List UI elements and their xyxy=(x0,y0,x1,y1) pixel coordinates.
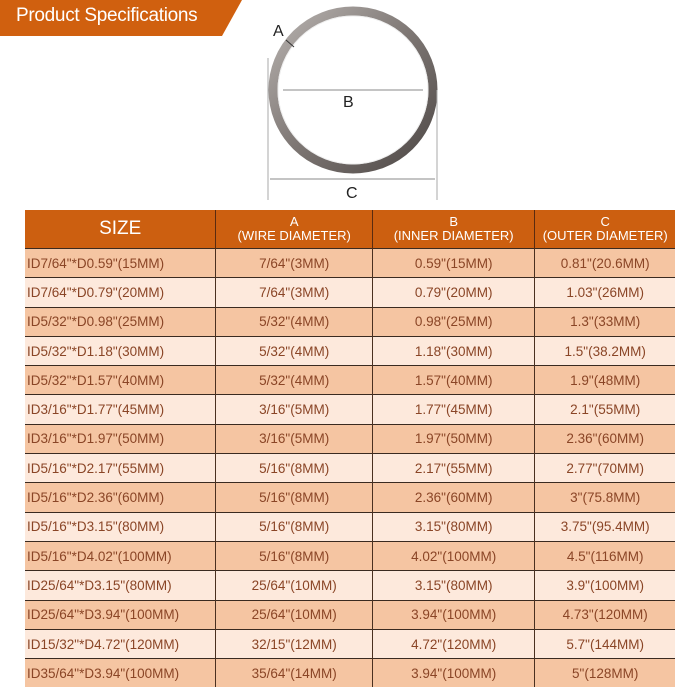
table-cell: ID5/16"*D3.15"(80MM) xyxy=(25,511,216,542)
table-cell: 3.94"(100MM) xyxy=(371,658,535,688)
table-cell: 5/16"(8MM) xyxy=(215,482,373,513)
table-cell: ID5/32"*D1.57"(40MM) xyxy=(25,365,216,395)
table-cell: 1.5"(38.2MM) xyxy=(534,335,675,366)
column-header-subtitle: (INNER DIAMETER) xyxy=(393,228,514,243)
table-cell: ID5/32"*D0.98"(25MM) xyxy=(25,306,216,337)
column-header: B (INNER DIAMETER) xyxy=(371,210,535,249)
table-cell: 32/15"(12MM) xyxy=(215,628,373,659)
table-cell: ID35/64"*D3.94"(100MM) xyxy=(25,658,216,688)
table-cell: ID5/32"*D1.18"(30MM) xyxy=(25,335,216,366)
label-c: C xyxy=(346,185,358,202)
table-cell: 3.75"(95.4MM) xyxy=(534,511,675,542)
table-cell: ID5/16"*D4.02"(100MM) xyxy=(25,540,216,571)
column-header-title: B xyxy=(449,214,458,229)
title-banner: Product Specifications xyxy=(0,0,242,36)
table-row: ID25/64"*D3.15"(80MM) 25/64"(10MM) 3.15"(8… xyxy=(25,570,675,601)
table-cell: 2.77"(70MM) xyxy=(534,453,675,483)
table-row: ID5/16"*D2.17"(55MM) 5/16"(8MM) 2.17"(55MM… xyxy=(25,453,675,483)
table-cell: 5.7"(144MM) xyxy=(534,628,675,659)
table-cell: 4.73"(120MM) xyxy=(534,599,675,630)
column-header-title: A xyxy=(289,214,299,229)
table-row: ID5/32"*D1.18"(30MM) 5/32"(4MM) 1.18"(30MM… xyxy=(25,335,675,366)
table-cell: 7/64"(3MM) xyxy=(215,247,373,278)
table-row: ID5/16"*D4.02"(100MM) 5/16"(8MM) 4.02"(100… xyxy=(25,540,675,571)
ring-diagram: A B C xyxy=(267,6,438,202)
table-cell: 25/64"(10MM) xyxy=(215,570,373,601)
table-cell: 5/16"(8MM) xyxy=(215,540,373,571)
table-cell: ID3/16"*D1.77"(45MM) xyxy=(25,394,216,425)
table-cell: 0.98"(25MM) xyxy=(371,306,535,337)
table-cell: 2.1"(55MM) xyxy=(534,394,675,425)
label-b: B xyxy=(343,94,354,111)
table-cell: 5/16"(8MM) xyxy=(215,511,373,542)
spec-table: SIZE A (WIRE DIAMETER) B (INNER DIAMETER) C (O… xyxy=(25,210,675,688)
table-cell: 3.15"(80MM) xyxy=(371,511,535,542)
table-row: ID3/16"*D1.77"(45MM) 3/16"(5MM) 1.77"(45MM… xyxy=(25,394,675,425)
ring-image xyxy=(268,6,438,174)
table-cell: ID15/32"*D4.72"(120MM) xyxy=(25,628,216,659)
table-cell: ID25/64"*D3.15"(80MM) xyxy=(25,570,216,601)
column-header: C (OUTER DIAMETER) xyxy=(534,210,675,249)
table-cell: 2.17"(55MM) xyxy=(371,453,535,483)
table-cell: 5/32"(4MM) xyxy=(215,335,373,366)
table-row: ID15/32"*D4.72"(120MM) 32/15"(12MM) 4.72"(… xyxy=(25,628,675,659)
table-row: ID7/64"*D0.79"(20MM) 7/64"(3MM) 0.79"(20MM… xyxy=(25,277,675,308)
column-header-title: C xyxy=(600,214,610,229)
table-cell: 25/64"(10MM) xyxy=(215,599,373,630)
table-cell: 2.36"(60MM) xyxy=(371,482,535,513)
table-cell: 1.03"(26MM) xyxy=(534,277,675,308)
table-cell: ID25/64"*D3.94"(100MM) xyxy=(25,599,216,630)
table-cell: 5/32"(4MM) xyxy=(215,365,373,395)
table-cell: 1.77"(45MM) xyxy=(371,394,535,425)
table-cell: 0.81"(20.6MM) xyxy=(534,247,675,278)
label-a: A xyxy=(273,23,284,40)
table-cell: 1.57"(40MM) xyxy=(371,365,535,395)
table-row: ID5/32"*D0.98"(25MM) 5/32"(4MM) 0.98"(25MM… xyxy=(25,306,675,337)
table-cell: 3/16"(5MM) xyxy=(215,423,373,454)
table-cell: 3.94"(100MM) xyxy=(371,599,535,630)
table-cell: 5"(128MM) xyxy=(534,658,675,688)
table-cell: 5/16"(8MM) xyxy=(215,453,373,483)
table-cell: 0.79"(20MM) xyxy=(371,277,535,308)
page-title: Product Specifications xyxy=(16,5,198,26)
table-cell: 7/64"(3MM) xyxy=(215,277,373,308)
column-header: A (WIRE DIAMETER) xyxy=(215,210,373,249)
table-row: ID35/64"*D3.94"(100MM) 35/64"(14MM) 3.94"(… xyxy=(25,658,675,688)
table-cell: ID5/16"*D2.17"(55MM) xyxy=(25,453,216,483)
table-cell: 1.97"(50MM) xyxy=(371,423,535,454)
table-cell: 3/16"(5MM) xyxy=(215,394,373,425)
table-cell: 1.18"(30MM) xyxy=(371,335,535,366)
table-cell: 0.59"(15MM) xyxy=(371,247,535,278)
ring-highlight xyxy=(277,15,429,165)
table-row: ID5/16"*D3.15"(80MM) 5/16"(8MM) 3.15"(80MM… xyxy=(25,511,675,542)
table-cell: 1.9"(48MM) xyxy=(534,365,675,395)
table-row: ID3/16"*D1.97"(50MM) 3/16"(5MM) 1.97"(50MM… xyxy=(25,423,675,454)
table-cell: 4.02"(100MM) xyxy=(371,540,535,571)
table-cell: ID7/64"*D0.79"(20MM) xyxy=(25,277,216,308)
table-row: ID5/32"*D1.57"(40MM) 5/32"(4MM) 1.57"(40MM… xyxy=(25,365,675,395)
table-cell: ID7/64"*D0.59"(15MM) xyxy=(25,247,216,278)
table-row: ID5/16"*D2.36"(60MM) 5/16"(8MM) 2.36"(60MM… xyxy=(25,482,675,513)
table-cell: 35/64"(14MM) xyxy=(215,658,373,688)
table-row: ID7/64"*D0.59"(15MM) 7/64"(3MM) 0.59"(15MM… xyxy=(25,247,675,278)
table-cell: 4.72"(120MM) xyxy=(371,628,535,659)
table-cell: 2.36"(60MM) xyxy=(534,423,675,454)
table-cell: 3"(75.8MM) xyxy=(534,482,675,513)
column-header-subtitle: (OUTER DIAMETER) xyxy=(542,228,668,243)
table-cell: 3.15"(80MM) xyxy=(371,570,535,601)
table-cell: ID5/16"*D2.36"(60MM) xyxy=(25,482,216,513)
table-cell: 1.3"(33MM) xyxy=(534,306,675,337)
column-header-title: SIZE xyxy=(99,218,142,239)
table-row: ID25/64"*D3.94"(100MM) 25/64"(10MM) 3.94"(… xyxy=(25,599,675,630)
table-cell: 4.5"(116MM) xyxy=(534,540,675,571)
dimension-line-a xyxy=(285,39,295,48)
table-header-row: SIZE A (WIRE DIAMETER) B (INNER DIAMETER) C (O… xyxy=(25,210,675,249)
table-cell: 3.9"(100MM) xyxy=(534,570,675,601)
column-header-subtitle: (WIRE DIAMETER) xyxy=(237,228,351,243)
column-header: SIZE xyxy=(25,210,216,249)
table-cell: 5/32"(4MM) xyxy=(215,306,373,337)
table-cell: ID3/16"*D1.97"(50MM) xyxy=(25,423,216,454)
